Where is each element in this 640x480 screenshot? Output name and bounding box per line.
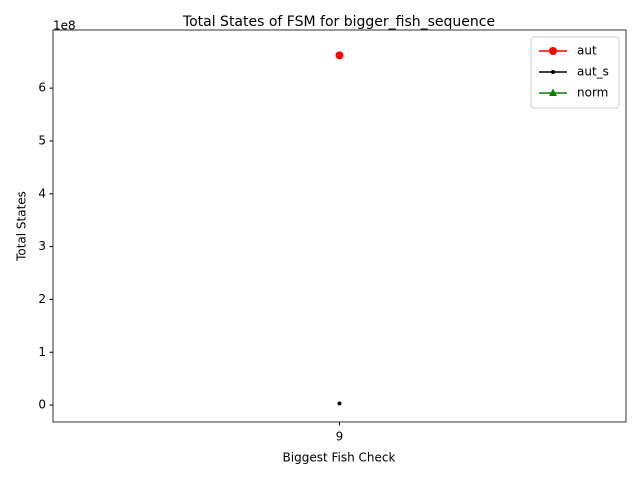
x-tick-label: 9 [336,430,344,444]
x-axis-label: Biggest Fish Check [283,451,396,465]
y-tick-label: 3 [38,239,46,253]
y-offset-label: 1e8 [53,19,76,33]
y-tick-label: 6 [38,81,46,95]
y-tick-label: 0 [38,398,46,412]
legend-label: aut [577,44,597,58]
y-tick-label: 1 [38,345,46,359]
marker [337,401,342,406]
y-axis-label: Total States [15,191,29,262]
legend-label: aut_s [577,65,609,79]
marker [335,51,344,60]
legend-marker [549,47,557,55]
chart-title: Total States of FSM for bigger_fish_sequ… [182,14,495,30]
y-tick-label: 2 [38,292,46,306]
legend-marker [551,70,555,74]
legend-label: norm [577,86,608,100]
legend-marker [549,88,557,96]
y-tick-label: 4 [38,186,46,200]
y-tick-label: 5 [38,133,46,147]
